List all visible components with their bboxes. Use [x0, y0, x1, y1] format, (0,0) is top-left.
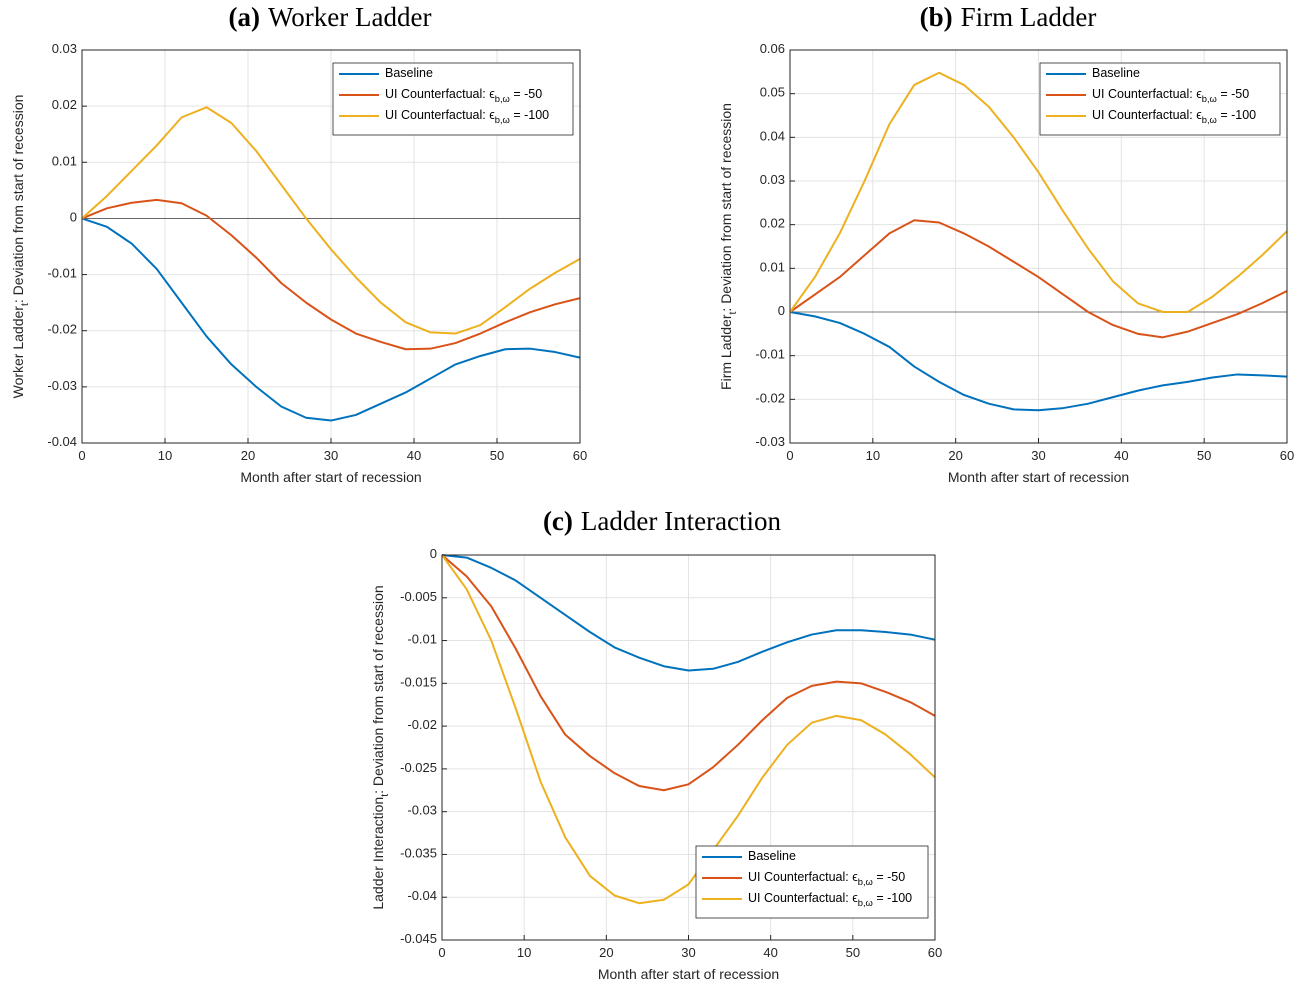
y-tick-label: -0.03 [755, 434, 785, 449]
y-tick-label: -0.04 [47, 434, 77, 449]
x-tick-label: 10 [866, 448, 880, 463]
y-tick-label: 0.02 [760, 216, 785, 231]
legend-label: UI Counterfactual: ϵb,ω = -50 [385, 87, 542, 104]
legend: Baseline UI Counterfactual: ϵb,ω = -50 UI … [1039, 62, 1281, 136]
x-tick-label: 0 [786, 448, 793, 463]
data-line [789, 311, 1288, 412]
legend-label: Baseline [1092, 66, 1140, 80]
y-tick-label: 0.01 [52, 154, 77, 169]
x-axis-label: Month after start of recession [240, 469, 421, 485]
y-tick-label: -0.025 [400, 760, 437, 775]
y-tick-label: 0 [70, 210, 77, 225]
y-tick-label: -0.02 [755, 391, 785, 406]
data-line [789, 219, 1288, 339]
subplot: (b) Firm Ladder 0 10 20 30 40 50 60 -0.03 -0.02 -0.… [718, 2, 1295, 485]
x-tick-label: 60 [1280, 448, 1294, 463]
data-line [441, 554, 936, 672]
y-tick-label: -0.005 [400, 589, 437, 604]
x-tick-label: 20 [599, 945, 613, 960]
y-tick-label: -0.03 [47, 378, 77, 393]
data-line [81, 106, 581, 335]
legend-label: Baseline [748, 849, 796, 863]
panel-label: (b) [920, 2, 953, 32]
legend: Baseline UI Counterfactual: ϵb,ω = -50 UI … [695, 845, 929, 919]
y-tick-label: 0.01 [760, 260, 785, 275]
x-tick-label: 40 [407, 448, 421, 463]
legend: Baseline UI Counterfactual: ϵb,ω = -50 UI … [332, 62, 574, 136]
y-tick-label: 0 [430, 546, 437, 561]
y-tick-label: -0.01 [47, 266, 77, 281]
data-line [81, 198, 581, 351]
y-axis-label: Worker Laddert: Deviation from start of … [10, 95, 31, 399]
data-line [441, 554, 936, 905]
x-tick-label: 50 [846, 945, 860, 960]
y-axis-label: Firm Laddert: Deviation from start of re… [718, 103, 739, 390]
y-tick-label: 0.06 [760, 41, 785, 56]
x-tick-label: 10 [158, 448, 172, 463]
y-tick-label: 0.02 [52, 98, 77, 113]
legend-label: UI Counterfactual: ϵb,ω = -100 [385, 108, 549, 125]
x-tick-label: 60 [928, 945, 942, 960]
subplot: (c) Ladder Interaction 0 10 20 30 40 50 60 -0.045… [370, 506, 943, 982]
title-text: Ladder Interaction [581, 506, 782, 536]
y-tick-label: -0.03 [407, 803, 437, 818]
chart-title: (b) Firm Ladder [920, 2, 1097, 32]
x-tick-label: 30 [681, 945, 695, 960]
legend-label: Baseline [385, 66, 433, 80]
y-tick-label: -0.015 [400, 675, 437, 690]
data-line [81, 217, 581, 422]
data-line [441, 554, 936, 792]
title-text: Worker Ladder [268, 2, 432, 32]
data-line [789, 71, 1288, 313]
x-axis-label: Month after start of recession [598, 966, 779, 982]
y-tick-label: -0.045 [400, 931, 437, 946]
x-tick-label: 50 [490, 448, 504, 463]
x-tick-label: 30 [1031, 448, 1045, 463]
panel-label: (a) [229, 2, 260, 32]
y-tick-label: 0 [778, 303, 785, 318]
title-text: Firm Ladder [961, 2, 1097, 32]
subplot: (a) Worker Ladder 0 10 20 30 40 50 60 -0.04 -0.03 -… [10, 2, 588, 485]
legend-label: UI Counterfactual: ϵb,ω = -50 [1092, 87, 1249, 104]
chart-title: (a) Worker Ladder [229, 2, 432, 32]
x-tick-label: 20 [241, 448, 255, 463]
x-tick-label: 20 [948, 448, 962, 463]
x-tick-label: 0 [78, 448, 85, 463]
panel-label: (c) [543, 506, 573, 536]
legend-label: UI Counterfactual: ϵb,ω = -50 [748, 870, 905, 887]
x-tick-label: 30 [324, 448, 338, 463]
x-tick-label: 50 [1197, 448, 1211, 463]
y-tick-label: 0.03 [760, 172, 785, 187]
x-axis-label: Month after start of recession [948, 469, 1129, 485]
axes-box [789, 49, 1288, 444]
x-tick-label: 0 [438, 945, 445, 960]
axes-box [81, 49, 581, 444]
x-tick-label: 40 [1114, 448, 1128, 463]
y-tick-label: -0.01 [407, 632, 437, 647]
legend-label: UI Counterfactual: ϵb,ω = -100 [1092, 108, 1256, 125]
x-tick-label: 60 [573, 448, 587, 463]
y-tick-label: -0.04 [407, 889, 437, 904]
axes-box [441, 554, 936, 941]
x-tick-label: 40 [763, 945, 777, 960]
y-tick-label: 0.03 [52, 41, 77, 56]
y-tick-label: 0.05 [760, 85, 785, 100]
legend-label: UI Counterfactual: ϵb,ω = -100 [748, 891, 912, 908]
y-axis-label: Ladder Interactiont: Deviation from star… [370, 585, 391, 909]
y-tick-label: -0.02 [47, 322, 77, 337]
y-tick-label: -0.035 [400, 846, 437, 861]
x-tick-label: 10 [517, 945, 531, 960]
y-tick-label: 0.04 [760, 129, 785, 144]
y-tick-label: -0.02 [407, 718, 437, 733]
chart-title: (c) Ladder Interaction [543, 506, 782, 536]
y-tick-label: -0.01 [755, 347, 785, 362]
